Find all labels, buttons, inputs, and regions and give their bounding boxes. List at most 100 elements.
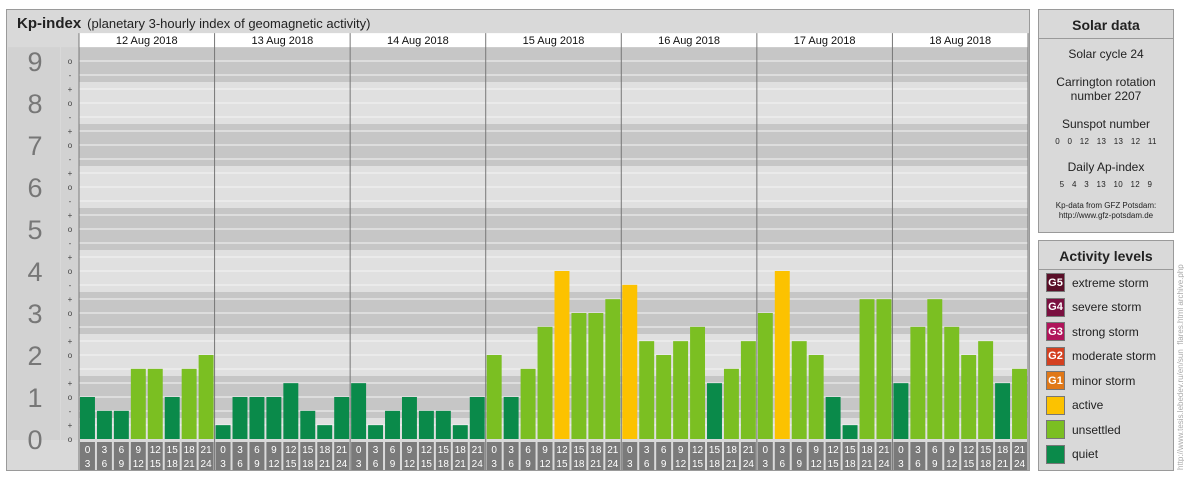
kp-bar — [334, 397, 350, 439]
interval-start-label: 21 — [201, 445, 213, 456]
interval-end-label: 3 — [763, 459, 769, 470]
y-axis-column — [8, 47, 60, 440]
kp-bar — [520, 368, 536, 439]
interval-end-label: 24 — [472, 459, 484, 470]
activity-level-extreme-storm: G5 extreme storm — [1046, 273, 1149, 292]
activity-level-severe-storm: G4 severe storm — [1046, 297, 1141, 317]
kp-bar — [537, 326, 553, 439]
sub-tick-label: o — [68, 393, 73, 402]
kp-bar — [622, 284, 638, 439]
kp-bar — [978, 341, 994, 439]
interval-end-label: 9 — [796, 459, 802, 470]
interval-end-label: 12 — [675, 459, 687, 470]
y-tick-label: 0 — [27, 425, 42, 455]
sub-tick-label: - — [69, 365, 72, 374]
sub-tick-label: + — [68, 337, 73, 346]
kp-bar — [469, 397, 485, 439]
kp-bar — [317, 425, 333, 439]
interval-start-label: 21 — [878, 445, 890, 456]
y-tick-label: 7 — [27, 131, 42, 161]
sub-tick-label: + — [68, 211, 73, 220]
interval-end-label: 9 — [119, 459, 125, 470]
kp-bar — [503, 397, 519, 439]
kp-bar — [198, 355, 214, 439]
kp-bar — [418, 410, 434, 439]
sub-tick-label: + — [68, 85, 73, 94]
interval-cell — [300, 442, 316, 470]
chart-title-main: Kp-index — [17, 15, 82, 32]
interval-end-label: 18 — [302, 459, 314, 470]
interval-start-label: 18 — [726, 445, 738, 456]
subtick-column — [61, 47, 78, 440]
interval-cell — [181, 442, 197, 470]
sub-tick-label: + — [68, 127, 73, 136]
interval-cell — [876, 442, 892, 470]
interval-end-label: 3 — [491, 459, 497, 470]
interval-end-label: 9 — [661, 459, 667, 470]
kp-bar — [842, 425, 858, 439]
interval-cell — [385, 442, 400, 470]
interval-cell — [842, 442, 858, 470]
interval-cell — [96, 442, 112, 470]
interval-start-label: 18 — [184, 445, 196, 456]
interval-end-label: 3 — [356, 459, 362, 470]
sub-tick-label: o — [68, 351, 73, 360]
interval-start-label: 21 — [1014, 445, 1026, 456]
interval-cell — [859, 442, 875, 470]
interval-cell — [317, 442, 333, 470]
interval-cell — [283, 442, 299, 470]
interval-cell — [639, 442, 655, 470]
sub-tick-label: - — [69, 155, 72, 164]
interval-start-label: 6 — [932, 445, 938, 456]
interval-cell — [740, 442, 756, 470]
interval-cell — [791, 442, 807, 470]
day-label: 16 Aug 2018 — [658, 35, 720, 47]
carrington-line-1: Carrington rotation — [1056, 75, 1156, 89]
interval-end-label: 18 — [167, 459, 179, 470]
interval-cell — [723, 442, 739, 470]
kp-bar — [825, 397, 841, 439]
kp-bar — [808, 355, 824, 439]
interval-end-label: 21 — [184, 459, 196, 470]
kp-bar — [300, 410, 316, 439]
sub-tick-label: - — [69, 281, 72, 290]
interval-cell — [469, 442, 485, 470]
interval-end-label: 12 — [811, 459, 823, 470]
interval-end-label: 18 — [709, 459, 721, 470]
interval-start-label: 0 — [627, 445, 633, 456]
kp-bar — [368, 425, 384, 439]
sub-tick-label: - — [69, 71, 72, 80]
kp-bar — [707, 383, 722, 439]
interval-start-label: 6 — [119, 445, 125, 456]
activity-label: moderate storm — [1072, 349, 1157, 363]
activity-swatch: G1 — [1046, 371, 1065, 390]
sub-tick-label: o — [68, 435, 73, 444]
interval-start-label: 18 — [319, 445, 331, 456]
kp-bar — [876, 299, 892, 439]
sub-tick-label: - — [69, 239, 72, 248]
sub-tick-label: o — [68, 141, 73, 150]
interval-cell — [808, 442, 824, 470]
interval-end-label: 21 — [861, 459, 873, 470]
interval-start-label: 0 — [85, 445, 91, 456]
interval-start-label: 21 — [743, 445, 755, 456]
interval-cell — [266, 442, 282, 470]
sub-tick-label: - — [69, 197, 72, 206]
source-line-2: http://www.gfz-potsdam.de — [1058, 211, 1154, 220]
interval-start-label: 9 — [949, 445, 955, 456]
kp-bar — [961, 355, 977, 439]
interval-end-label: 6 — [373, 459, 379, 470]
interval-cell — [232, 442, 248, 470]
sub-tick-label: o — [68, 183, 73, 192]
interval-end-label: 9 — [932, 459, 938, 470]
chart-title: Kp-index (planetary 3-hourly index of geo… — [17, 15, 370, 32]
kp-bar — [995, 383, 1011, 439]
interval-start-label: 18 — [861, 445, 873, 456]
y-tick-label: 1 — [27, 383, 42, 413]
interval-end-label: 24 — [607, 459, 619, 470]
interval-end-label: 21 — [590, 459, 602, 470]
kp-chart: 0123456789o+-o+-o+-o+-o+-o+-o+-o+-o+-o12… — [8, 33, 1029, 470]
interval-cell — [503, 442, 519, 470]
y-tick-label: 9 — [27, 47, 42, 77]
interval-cell — [690, 442, 706, 470]
